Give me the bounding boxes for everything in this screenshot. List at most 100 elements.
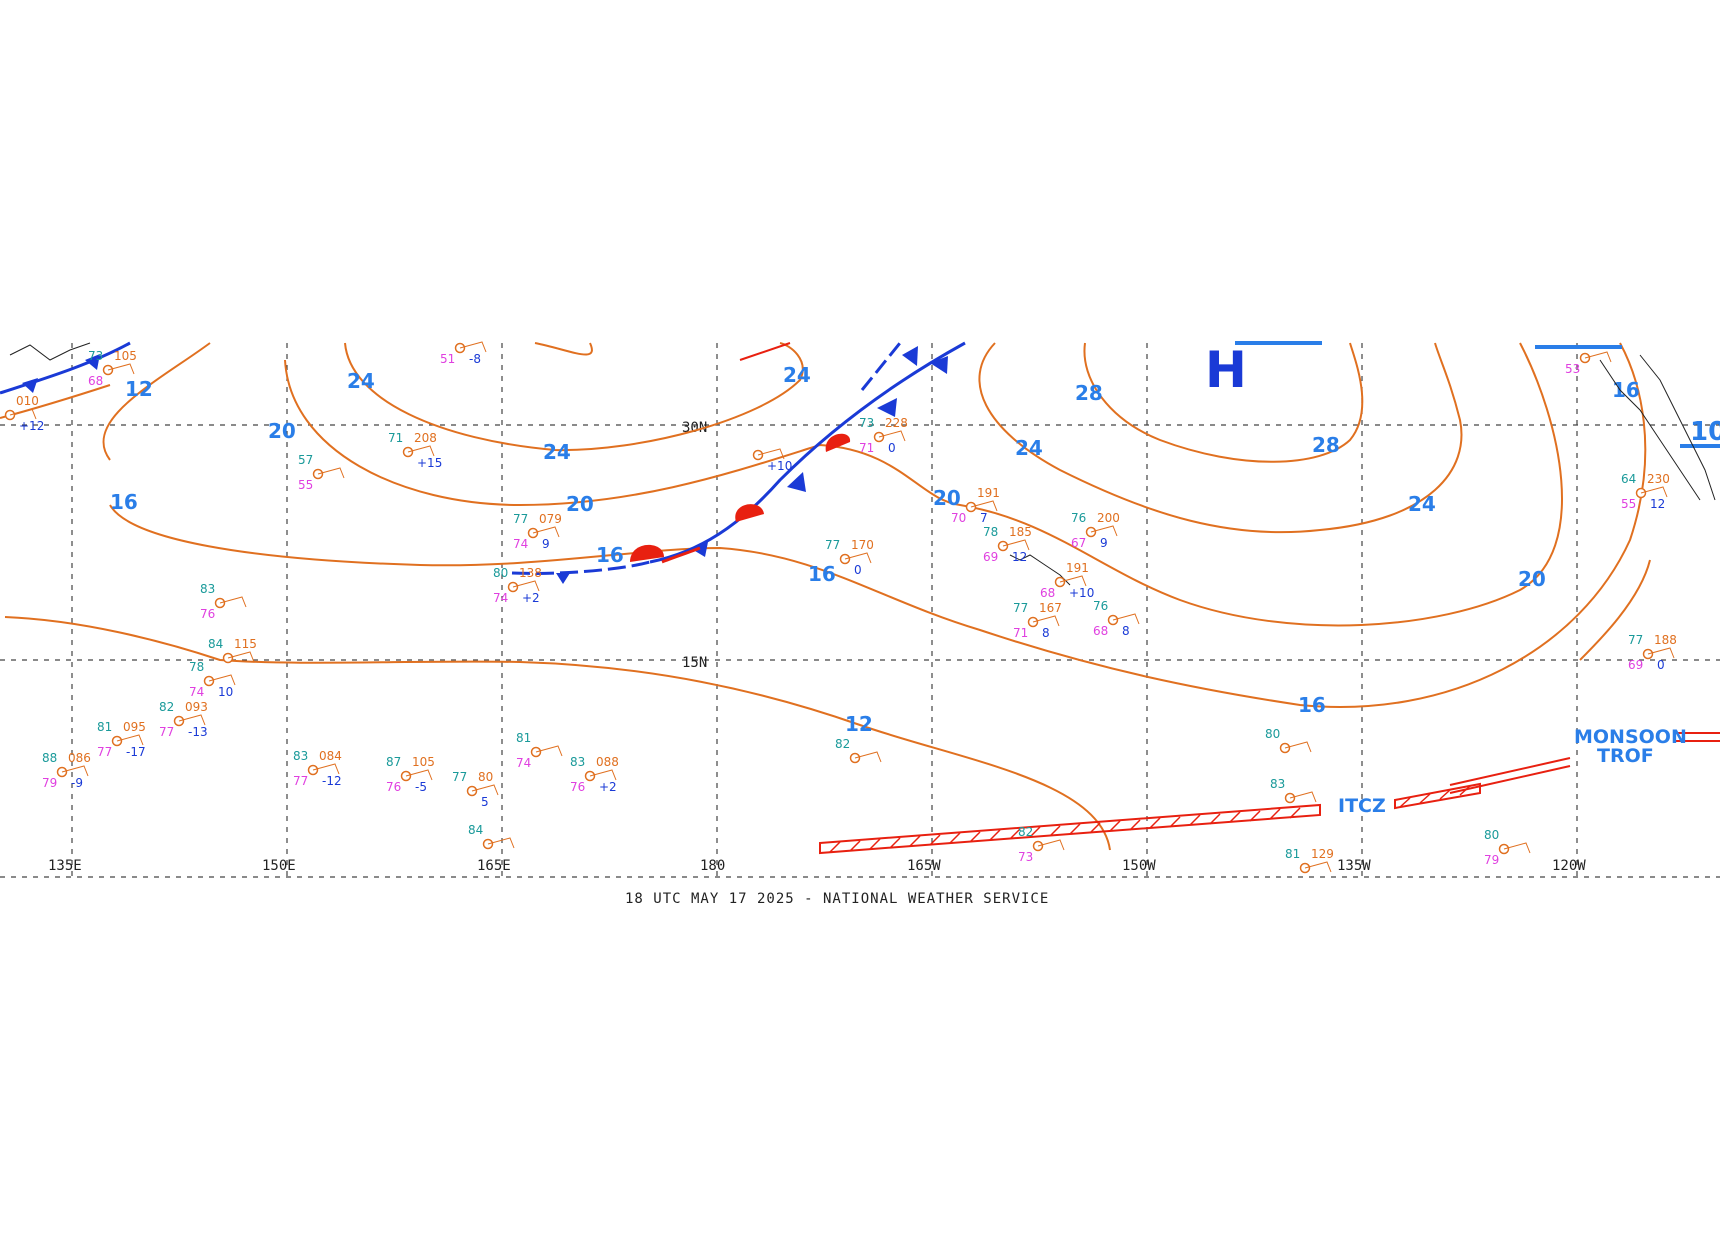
- station-temperature: 80: [1265, 727, 1280, 741]
- station-dewpoint: 79: [42, 776, 57, 790]
- lon-label-150w: 150W: [1122, 858, 1156, 874]
- coastline: [9, 342, 1716, 586]
- map-footer: 18 UTC MAY 17 2025 - NATIONAL WEATHER SE…: [625, 891, 1049, 907]
- isobar-24-east: [978, 342, 1463, 534]
- station-dewpoint: 51: [440, 352, 455, 366]
- station-pressure: 129: [1311, 847, 1334, 861]
- station-dewpoint: 77: [159, 725, 174, 739]
- station-plot: 77 80 5: [452, 770, 499, 809]
- station-tendency: 5: [481, 795, 489, 809]
- wind-barb: [1032, 615, 1060, 627]
- cold-front: [511, 341, 966, 584]
- station-pressure: 191: [977, 486, 1000, 500]
- lat-lon-grid: [0, 343, 1720, 878]
- station-temperature: 84: [208, 637, 223, 651]
- station-tendency: 8: [1122, 624, 1130, 638]
- isobar-label: 24: [1408, 492, 1436, 516]
- station-temperature: 77: [1628, 633, 1643, 647]
- station-tendency: +2: [522, 591, 540, 605]
- station-plot: 82 73: [1018, 825, 1065, 864]
- station-dewpoint: 74: [189, 685, 204, 699]
- station-temperature: 80: [1484, 828, 1499, 842]
- station-tendency: +10: [1069, 586, 1094, 600]
- station-plot: 53: [1565, 351, 1612, 376]
- lat-label-15n: 15N: [682, 655, 707, 671]
- station-plot: 64 230 55 12: [1621, 472, 1670, 511]
- isobar-label: 28: [1312, 433, 1340, 457]
- isobar-label: 20: [268, 419, 296, 443]
- station-plot: 51 -8: [440, 341, 487, 366]
- wind-barb: [1059, 575, 1087, 587]
- wind-barb: [227, 651, 255, 663]
- isobars: [4, 342, 1651, 851]
- wind-barb: [1503, 842, 1531, 854]
- lon-label-120w: 120W: [1552, 858, 1586, 874]
- station-temperature: 88: [42, 751, 57, 765]
- high-pressure-center: H: [1205, 341, 1247, 399]
- isobar-label: 12: [125, 377, 153, 401]
- station-pressure: 093: [185, 700, 208, 714]
- station-dewpoint: 55: [298, 478, 313, 492]
- monsoon-trough-label: MONSOON: [1574, 726, 1687, 748]
- station-temperature: 84: [468, 823, 483, 837]
- wind-barb: [471, 784, 499, 796]
- station-pressure: 088: [596, 755, 619, 769]
- wind-barb: [589, 769, 617, 781]
- wind-barb: [178, 714, 206, 726]
- station-pressure: 105: [412, 755, 435, 769]
- isobar-label: 16: [1298, 693, 1326, 717]
- station-plot: 80 138 74 +2: [493, 566, 542, 605]
- station-pressure: 170: [851, 538, 874, 552]
- station-plot: 191 68 +10: [1040, 561, 1094, 600]
- wind-barb: [459, 341, 487, 353]
- wind-barb: [1584, 351, 1612, 363]
- station-tendency: +12: [19, 419, 44, 433]
- station-pressure: 084: [319, 749, 342, 763]
- station-tendency: 10: [218, 685, 233, 699]
- station-tendency: 9: [1100, 536, 1108, 550]
- isobar-label: 24: [347, 369, 375, 393]
- isobar-label: 16: [110, 490, 138, 514]
- wind-barb: [854, 751, 882, 763]
- station-dewpoint: 74: [513, 537, 528, 551]
- warm-front: [630, 342, 851, 564]
- station-dewpoint: 74: [493, 591, 508, 605]
- isobar-label: 12: [845, 712, 873, 736]
- station-pressure: 230: [1647, 472, 1670, 486]
- station-dewpoint: 79: [1484, 853, 1499, 867]
- station-temperature: 76: [1093, 599, 1108, 613]
- station-plot: 83 084 77 -12: [293, 749, 342, 788]
- station-plot: 88 086 79 -9: [42, 751, 91, 790]
- itcz-band: ITCZ MONSOON TROF: [819, 726, 1720, 855]
- station-plot: 82 093 77 -13: [159, 700, 208, 739]
- wind-barb: [1289, 791, 1317, 803]
- station-plot: 83: [1270, 777, 1317, 804]
- isobar-16-pacific: [102, 342, 1647, 709]
- station-plot: 73 105 68: [88, 349, 137, 388]
- station-temperature: 82: [159, 700, 174, 714]
- wind-barb: [405, 769, 433, 781]
- station-plot: 77 188 69 0: [1628, 633, 1677, 672]
- station-plot: 80 79: [1484, 828, 1531, 867]
- station-temperature: 81: [97, 720, 112, 734]
- wind-barb: [757, 448, 785, 460]
- isobar-label: 28: [1075, 381, 1103, 405]
- station-plot: 87 105 76 -5: [386, 755, 435, 794]
- wind-barb: [1037, 839, 1065, 851]
- station-pressure: 086: [68, 751, 91, 765]
- station-tendency: +15: [417, 456, 442, 470]
- station-dewpoint: 71: [859, 441, 874, 455]
- station-dewpoint: 73: [1018, 850, 1033, 864]
- isobar-20: [284, 342, 1563, 627]
- station-temperature: 71: [388, 431, 403, 445]
- station-tendency: 9: [542, 537, 550, 551]
- wind-barb: [535, 745, 563, 757]
- station-plot: 78 74 10: [189, 660, 236, 699]
- isobar-label: 20: [566, 492, 594, 516]
- station-plot: 81 129: [1285, 847, 1334, 874]
- station-tendency: 0: [1657, 658, 1665, 672]
- wind-barb: [1304, 861, 1332, 873]
- station-dewpoint: 69: [1628, 658, 1643, 672]
- station-pressure: 228: [885, 416, 908, 430]
